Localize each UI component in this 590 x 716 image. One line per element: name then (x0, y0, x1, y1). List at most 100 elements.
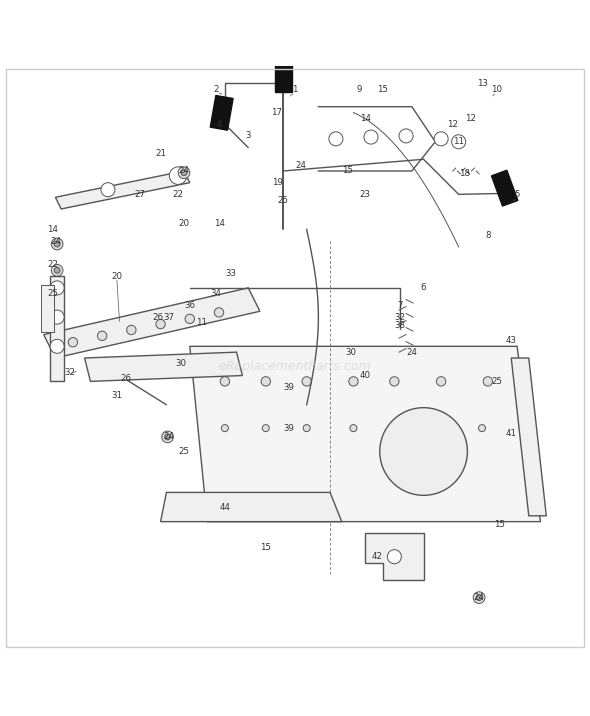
Text: 4: 4 (217, 120, 222, 129)
Circle shape (261, 377, 270, 386)
Circle shape (50, 310, 64, 324)
Polygon shape (84, 352, 242, 382)
Circle shape (51, 238, 63, 250)
Circle shape (478, 425, 486, 432)
Text: 11: 11 (196, 319, 207, 327)
Text: 22: 22 (173, 190, 183, 199)
Text: 30: 30 (176, 359, 186, 368)
Circle shape (181, 170, 187, 175)
Text: 26: 26 (120, 374, 131, 383)
Polygon shape (190, 347, 540, 522)
Text: 24: 24 (178, 167, 189, 175)
Text: 5: 5 (514, 190, 520, 199)
Circle shape (349, 377, 358, 386)
Circle shape (350, 425, 357, 432)
Text: 14: 14 (360, 114, 371, 123)
Circle shape (68, 337, 78, 347)
Bar (41, 285, 54, 332)
Text: 10: 10 (491, 84, 502, 94)
Text: 38: 38 (395, 321, 406, 330)
Text: 24: 24 (296, 160, 306, 170)
Text: 20: 20 (178, 219, 189, 228)
Circle shape (101, 183, 115, 197)
Circle shape (451, 135, 466, 149)
Text: 6: 6 (421, 284, 427, 292)
Circle shape (263, 425, 269, 432)
Text: 25: 25 (491, 377, 502, 386)
Text: 39: 39 (284, 383, 294, 392)
Text: 3: 3 (245, 132, 251, 140)
Circle shape (438, 425, 445, 432)
Text: 26: 26 (152, 313, 163, 321)
Text: 21: 21 (155, 149, 166, 158)
Text: 37: 37 (164, 313, 175, 321)
Text: 41: 41 (506, 430, 517, 438)
Circle shape (127, 325, 136, 334)
Text: 27: 27 (135, 190, 146, 199)
Text: 12: 12 (447, 120, 458, 129)
Text: 24: 24 (164, 432, 175, 441)
Text: eReplacementParts.com: eReplacementParts.com (219, 360, 371, 373)
Circle shape (434, 132, 448, 146)
Bar (274, 60, 292, 92)
Text: 43: 43 (506, 336, 517, 345)
Text: 24: 24 (474, 593, 484, 602)
Circle shape (483, 377, 493, 386)
Text: 34: 34 (211, 289, 222, 298)
Circle shape (54, 267, 60, 274)
Circle shape (51, 264, 63, 276)
Text: 40: 40 (360, 371, 371, 380)
Text: 23: 23 (360, 190, 371, 199)
Circle shape (185, 314, 195, 324)
Text: 7: 7 (398, 301, 403, 310)
Text: 13: 13 (477, 79, 487, 88)
Text: 15: 15 (260, 543, 271, 553)
Circle shape (388, 550, 401, 563)
Circle shape (50, 339, 64, 353)
Text: 25: 25 (278, 195, 289, 205)
Text: 17: 17 (271, 108, 282, 117)
Text: 24: 24 (407, 348, 417, 357)
Circle shape (220, 377, 230, 386)
Polygon shape (160, 493, 342, 522)
Circle shape (364, 130, 378, 144)
Circle shape (476, 595, 482, 601)
Text: 15: 15 (342, 167, 353, 175)
Circle shape (162, 431, 173, 442)
Text: 32: 32 (64, 368, 76, 377)
Text: 44: 44 (219, 503, 230, 511)
Circle shape (156, 319, 165, 329)
Circle shape (303, 425, 310, 432)
Circle shape (178, 167, 190, 178)
Circle shape (473, 592, 485, 604)
Text: 8: 8 (485, 231, 491, 240)
Text: 39: 39 (284, 424, 294, 432)
Text: 25: 25 (178, 447, 189, 456)
Text: 30: 30 (345, 348, 356, 357)
Text: 33: 33 (225, 268, 236, 278)
Polygon shape (44, 288, 260, 358)
Polygon shape (365, 533, 424, 580)
Circle shape (302, 377, 312, 386)
Circle shape (165, 434, 171, 440)
Text: 36: 36 (184, 301, 195, 310)
Text: 15: 15 (377, 84, 388, 94)
Text: 24: 24 (50, 236, 61, 246)
Polygon shape (512, 358, 546, 516)
Bar (491, 170, 518, 206)
Circle shape (214, 308, 224, 317)
Circle shape (437, 377, 446, 386)
Text: 31: 31 (112, 392, 122, 400)
Circle shape (169, 167, 187, 185)
Text: 15: 15 (494, 520, 505, 529)
Circle shape (399, 129, 413, 143)
Text: 32: 32 (395, 313, 406, 321)
Circle shape (329, 132, 343, 146)
Bar (50, 276, 64, 382)
Circle shape (50, 281, 64, 295)
Text: 25: 25 (47, 289, 58, 298)
Text: 14: 14 (214, 219, 225, 228)
Text: 2: 2 (214, 84, 219, 94)
Text: 18: 18 (459, 170, 470, 178)
Text: 42: 42 (371, 552, 382, 561)
